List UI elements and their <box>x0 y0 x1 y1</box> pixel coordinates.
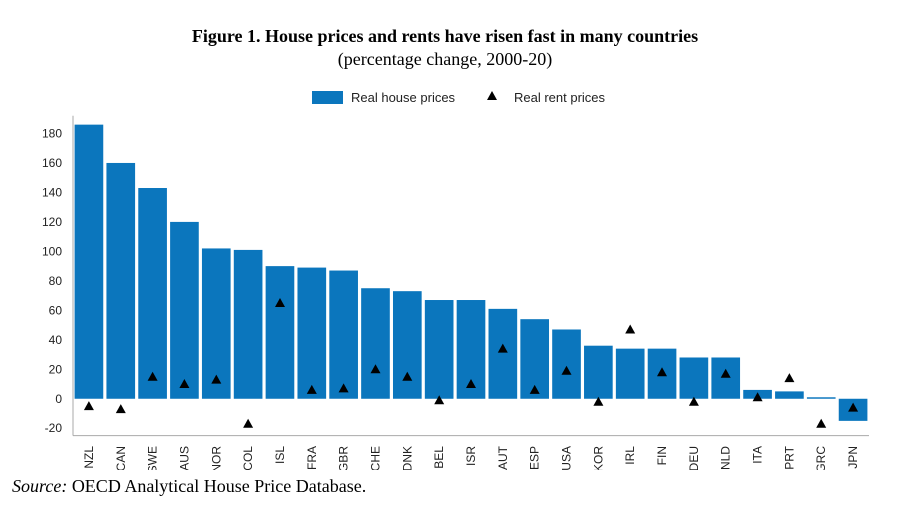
source-note: Source: OECD Analytical House Price Data… <box>12 476 366 497</box>
legend-swatch-house-prices <box>312 91 343 104</box>
y-tick-label: 180 <box>42 126 62 140</box>
x-tick-label: SWE <box>146 446 160 470</box>
y-tick-label: 100 <box>42 244 62 258</box>
bar-prt <box>775 391 804 399</box>
bar-nzl <box>74 124 104 399</box>
bar-deu <box>679 357 709 399</box>
x-tick-label: USA <box>560 446 574 470</box>
rent-marker-swe <box>147 371 158 381</box>
x-tick-label: FRA <box>305 446 319 470</box>
rent-marker-isr <box>466 379 476 388</box>
bar-aus <box>170 221 199 399</box>
bar-irl <box>615 348 645 399</box>
rent-marker-che <box>370 364 381 374</box>
y-tick-label: -20 <box>45 421 63 435</box>
rent-marker-deu <box>688 396 699 406</box>
bar-grc <box>806 397 836 399</box>
rent-marker-col <box>243 418 254 428</box>
rent-marker-isl <box>275 298 285 307</box>
rent-marker-gbr <box>338 383 349 393</box>
rent-marker-irl <box>625 324 636 334</box>
source-label: Source: <box>12 476 68 496</box>
rent-marker-bel <box>434 395 445 405</box>
rent-marker-nzl <box>83 401 94 411</box>
x-tick-label: GBR <box>337 446 351 470</box>
bar-swe <box>138 188 167 399</box>
x-tick-label: ISR <box>464 446 478 466</box>
bar-nor <box>201 248 231 399</box>
legend-marker-rent-prices <box>487 91 497 100</box>
chart-title: Figure 1. House prices and rents have ri… <box>191 26 699 46</box>
bar-che <box>361 288 390 399</box>
rent-marker-can <box>115 404 126 414</box>
x-tick-label: IRL <box>623 446 637 465</box>
y-tick-label: 0 <box>55 392 62 406</box>
legend-label-rent-prices: Real rent prices <box>514 90 606 105</box>
rent-marker-esp <box>529 384 540 394</box>
x-tick-label: ISL <box>273 446 287 464</box>
rent-marker-aus <box>179 379 190 388</box>
x-tick-label: ITA <box>751 446 765 464</box>
x-tick-label: NLD <box>719 446 733 470</box>
x-tick-label: NOR <box>209 446 223 470</box>
bar-dnk <box>392 291 422 399</box>
rent-marker-ita <box>752 392 763 402</box>
bar-fra <box>297 267 327 399</box>
y-tick-label: 80 <box>49 274 63 288</box>
rent-marker-aut <box>497 343 508 353</box>
x-tick-label: CHE <box>369 446 383 470</box>
x-tick-label: NZL <box>82 446 96 469</box>
bar-isl <box>265 266 295 399</box>
x-tick-label: PRT <box>782 445 796 469</box>
rent-marker-nor <box>211 374 222 384</box>
rent-marker-nld <box>720 368 731 378</box>
legend: Real house prices Real rent prices <box>312 90 606 105</box>
x-tick-label: ESP <box>528 446 542 470</box>
y-tick-label: 140 <box>42 185 62 199</box>
rent-marker-usa <box>561 365 572 375</box>
rent-marker-fin <box>657 367 667 377</box>
bar-kor <box>584 345 613 399</box>
x-tick-label: JPN <box>846 446 860 469</box>
y-tick-label: 40 <box>49 333 63 347</box>
rent-marker-prt <box>784 373 795 383</box>
bar-aut <box>488 308 518 399</box>
rent-marker-jpn <box>848 402 859 412</box>
plot-area: -20 0 20 40 60 80 100 120 140 160 180 NZL CAN SWE AUS N… <box>42 115 869 470</box>
rent-marker-fra <box>306 384 317 394</box>
rent-marker-kor <box>593 396 604 406</box>
chart-subtitle: (percentage change, 2000-20) <box>337 49 553 69</box>
legend-label-house-prices: Real house prices <box>351 90 456 105</box>
y-tick-label: 60 <box>49 303 63 317</box>
x-tick-label: GRC <box>814 446 828 470</box>
bar-usa <box>552 329 581 399</box>
x-tick-label: DEU <box>687 446 701 470</box>
bar-nld <box>711 357 741 399</box>
source-text: OECD Analytical House Price Database. <box>67 476 367 496</box>
y-tick-label: 120 <box>42 215 62 229</box>
x-tick-label: BEL <box>432 446 446 469</box>
y-tick-label: 160 <box>42 156 62 170</box>
x-tick-label: KOR <box>591 446 605 470</box>
x-tick-label: FIN <box>655 446 669 465</box>
bar-col <box>233 249 263 399</box>
y-tick-label: 20 <box>49 362 63 376</box>
bar-can <box>106 162 136 399</box>
x-tick-label: DNK <box>400 446 414 470</box>
x-tick-label: AUS <box>177 446 191 470</box>
rent-marker-dnk <box>402 371 413 381</box>
x-tick-label: AUT <box>496 445 510 470</box>
bar-gbr <box>329 270 358 399</box>
x-tick-label: COL <box>241 446 255 470</box>
bar-chart: Real house prices Real rent prices -20 0 2… <box>42 90 869 470</box>
x-tick-label: CAN <box>114 446 128 470</box>
bar-bel <box>424 300 454 399</box>
rent-marker-grc <box>816 418 827 428</box>
